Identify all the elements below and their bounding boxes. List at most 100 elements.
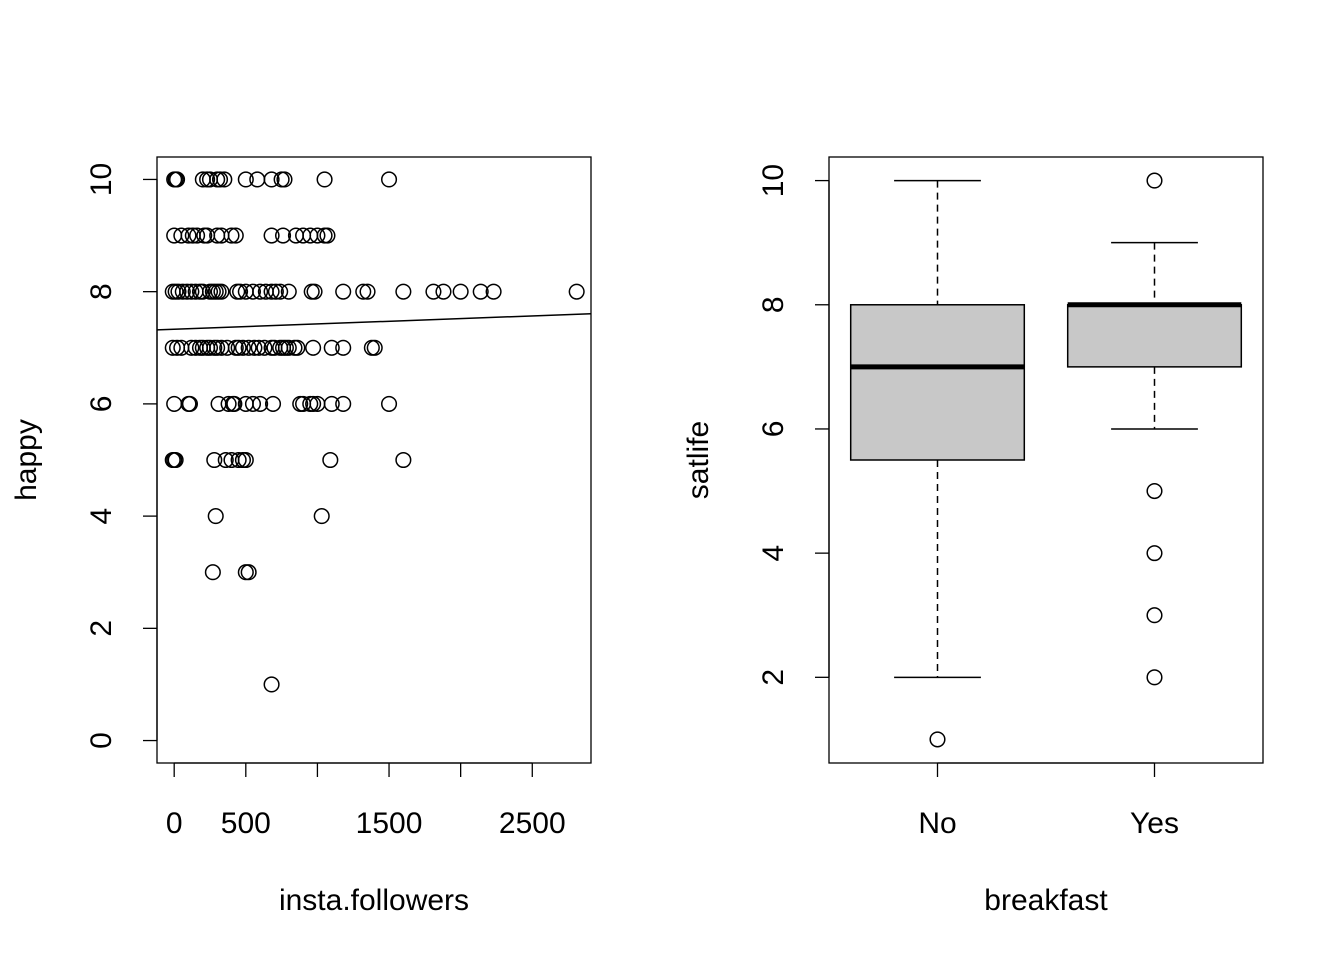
data-point <box>452 283 469 300</box>
data-point <box>274 227 292 244</box>
data-point <box>355 283 372 300</box>
data-point <box>183 283 200 300</box>
y-tick-label: 0 <box>85 732 118 749</box>
outlier-point <box>1146 607 1163 624</box>
boxplot-y-axis-label: satlife <box>682 421 715 499</box>
boxplot-x-axis: No Yes <box>918 762 1179 840</box>
data-point <box>289 339 306 356</box>
x-tick-label: Yes <box>1130 807 1179 840</box>
y-tick-label: 2 <box>85 620 118 637</box>
data-point <box>472 283 489 300</box>
y-tick-label: 10 <box>85 163 118 196</box>
y-tick-label: 10 <box>757 164 790 197</box>
data-point <box>223 227 240 244</box>
data-point <box>230 339 247 356</box>
data-point <box>485 283 502 300</box>
data-point <box>194 283 211 300</box>
data-point <box>263 283 280 300</box>
data-point <box>263 171 280 188</box>
data-point <box>306 283 323 300</box>
outlier-point <box>1146 172 1163 189</box>
outlier-point <box>1146 669 1163 686</box>
data-point <box>164 339 181 356</box>
y-tick-label: 8 <box>85 283 118 300</box>
y-tick-label: 4 <box>85 508 118 525</box>
data-point <box>323 339 340 356</box>
scatter-y-axis-label: happy <box>10 419 43 501</box>
data-point <box>240 564 257 581</box>
data-point <box>264 395 282 412</box>
outlier-point <box>929 731 946 748</box>
data-point <box>169 171 186 188</box>
scatter-x-axis-label: insta.followers <box>279 884 469 917</box>
data-point <box>323 395 340 412</box>
outlier-point <box>1146 545 1163 562</box>
data-point <box>204 564 221 581</box>
data-point <box>201 339 219 356</box>
data-point <box>568 283 585 300</box>
data-point <box>280 339 297 356</box>
data-point <box>250 339 267 356</box>
data-point <box>244 395 262 412</box>
scatter-points <box>164 171 585 693</box>
data-point <box>232 283 249 300</box>
data-point <box>213 283 230 300</box>
data-point <box>244 283 262 300</box>
y-tick-label: 2 <box>757 669 790 686</box>
data-point <box>240 339 257 356</box>
data-point <box>209 339 226 356</box>
data-point <box>267 283 284 300</box>
boxplot-x-axis-label: breakfast <box>984 884 1108 917</box>
data-point <box>217 451 234 469</box>
data-point <box>211 171 229 188</box>
data-point <box>359 283 376 300</box>
data-point <box>322 451 339 469</box>
x-tick-label: No <box>918 807 956 840</box>
regression-line <box>156 312 592 331</box>
data-point <box>380 171 398 188</box>
data-point <box>309 227 326 244</box>
y-tick-label: 4 <box>757 545 790 562</box>
data-point <box>246 339 263 356</box>
scatter-y-axis: 0 2 4 6 8 10 <box>85 163 158 749</box>
data-point <box>335 339 352 356</box>
data-point <box>237 171 254 188</box>
data-point <box>305 339 322 356</box>
boxplot-boxes <box>849 172 1243 748</box>
data-point <box>173 227 190 244</box>
boxplot-panel: No Yes 2 4 6 8 10 breakfast satlife <box>682 156 1264 917</box>
data-point <box>276 171 293 188</box>
data-point <box>219 339 236 356</box>
data-point <box>226 395 243 412</box>
data-point <box>272 283 289 300</box>
data-point <box>425 283 442 300</box>
data-point <box>395 283 412 300</box>
data-point <box>230 451 247 469</box>
data-point <box>237 451 254 469</box>
data-point <box>180 227 197 244</box>
data-point <box>207 508 224 525</box>
data-point <box>216 171 233 188</box>
data-point <box>179 283 196 300</box>
box-no <box>849 179 1026 748</box>
data-point <box>189 227 206 244</box>
x-tick-label: 1500 <box>356 807 423 840</box>
data-point <box>181 395 198 412</box>
data-point <box>227 227 244 244</box>
data-point <box>435 283 452 300</box>
data-point <box>263 676 280 693</box>
data-point <box>335 283 352 300</box>
data-point <box>170 283 187 300</box>
data-point <box>174 283 191 300</box>
y-tick-label: 8 <box>757 296 790 313</box>
x-tick-label: 500 <box>221 807 271 840</box>
x-tick-label: 2500 <box>499 807 566 840</box>
data-point <box>280 283 297 300</box>
y-tick-label: 6 <box>757 421 790 438</box>
boxplot-y-axis: 2 4 6 8 10 <box>757 164 830 686</box>
data-point <box>313 508 330 525</box>
data-point <box>366 339 383 356</box>
data-point <box>220 395 237 412</box>
